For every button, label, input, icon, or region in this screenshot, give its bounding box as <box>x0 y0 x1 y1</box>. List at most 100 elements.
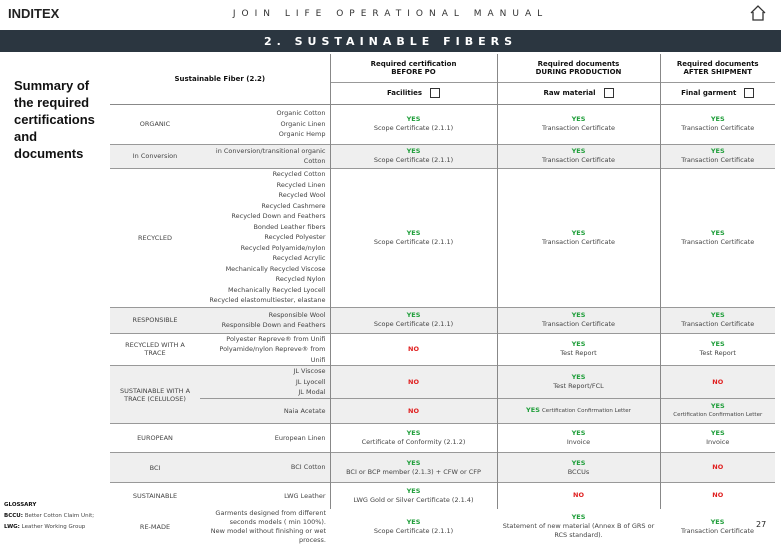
fiber: Recycled Acrylic <box>272 254 326 263</box>
status: NO <box>408 344 419 353</box>
status-cell: YES Certification Confirmation Letter <box>496 398 660 424</box>
fiber: Bonded Leather fibers <box>253 222 326 231</box>
status-cell: YES Scope Certificate (2.1.1) <box>329 143 497 168</box>
status-text: Transaction Certificate <box>681 320 755 328</box>
table-row: SUSTAINABLE LWG Leather YES LWG Gold or Sil… <box>110 482 775 509</box>
category-cell: SUSTAINABLE WITH A TRACE (CELULOSE) <box>110 365 200 424</box>
category-cell: RESPONSIBLE <box>110 306 200 333</box>
status-text: Transaction Certificate <box>541 237 615 246</box>
status-cell: YES Transaction Certificate <box>659 143 775 168</box>
fiber: Organic Hemp <box>278 130 326 139</box>
section-title: 2. SUSTAINABLE FIBERS <box>263 35 518 48</box>
status-cell: NO <box>329 332 497 366</box>
status-cell: YES Invoice <box>496 423 660 453</box>
fiber: Naia Acetate <box>283 406 326 415</box>
status-cell: YES Test Report <box>496 332 660 366</box>
subheader-text: Final garment <box>681 89 737 97</box>
status-text: Invoice <box>706 438 730 446</box>
status: YES <box>571 429 586 437</box>
category: BCI <box>149 463 161 472</box>
status: YES <box>406 311 421 319</box>
status: YES <box>406 228 421 237</box>
status-cell: YES Scope Certificate (2.1.1) <box>329 103 497 144</box>
status-cell: YES Scope Certificate (2.1.1) <box>329 306 497 333</box>
status: YES <box>406 115 421 123</box>
status: YES <box>526 406 540 414</box>
status-cell: YES BCCUs <box>496 452 660 483</box>
header-subtitle: AFTER SHIPMENT <box>683 67 753 76</box>
status: YES <box>406 486 421 495</box>
status: NO <box>712 491 724 500</box>
fiber-cell: Naia Acetate <box>200 398 330 424</box>
category: RESPONSIBLE <box>132 316 178 324</box>
status-text: Test Report <box>699 349 736 358</box>
fiber: Recycled Nylon <box>275 275 326 284</box>
fiber: JL Viscose <box>293 367 326 376</box>
status-cell: YES Transaction Certificate <box>659 306 775 333</box>
category: In Conversion <box>132 152 178 160</box>
category: ORGANIC <box>139 120 171 128</box>
status-text: Certification Confirmation Letter <box>673 412 763 418</box>
status: YES <box>571 115 586 123</box>
glossary-def: Better Cotton Claim Unit; <box>24 513 95 519</box>
status-text: Transaction Certificate <box>541 124 615 132</box>
table-row: BCI BCI Cotton YES BCI or BCP member (2.1.3… <box>110 452 775 483</box>
fiber-cell: Garments designed from different seconds… <box>200 509 330 545</box>
facility-icon <box>430 88 441 98</box>
status: YES <box>571 373 586 381</box>
status-text: LWG Gold or Silver Certificate (2.1.4) <box>353 495 474 504</box>
fiber: European Linen <box>274 433 326 442</box>
status-text: Statement of new material (Annex B of GR… <box>502 522 655 539</box>
category: RECYCLED WITH A TRACE <box>125 341 185 358</box>
status-text: Invoice <box>566 438 591 446</box>
status-cell: YES BCI or BCP member (2.1.3) + CFW or CF… <box>329 452 497 483</box>
status: YES <box>710 340 725 349</box>
category-cell: In Conversion <box>110 143 200 168</box>
glossary-title: GLOSSARY <box>4 500 94 511</box>
status-text: Transaction Certificate <box>681 237 755 246</box>
status: YES <box>406 429 421 437</box>
category-cell: EUROPEAN <box>110 423 200 453</box>
status-text: Scope Certificate (2.1.1) <box>373 526 454 535</box>
fiber: Recycled Polyester <box>264 233 326 242</box>
status-text: Certification Confirmation Letter <box>541 408 631 414</box>
fiber: Polyester Repreve® from Unifi <box>226 334 326 343</box>
subheader-cell: Raw material <box>496 81 660 105</box>
fiber: Mechanically Recycled Lyocell <box>227 285 326 294</box>
fiber: BCI Cotton <box>290 463 326 472</box>
header-cell: Required documents AFTER SHIPMENT <box>659 54 775 82</box>
status: YES <box>710 517 725 526</box>
subheader-text: Raw material <box>543 89 596 97</box>
fiber: LWG Leather <box>284 491 326 500</box>
check-icon <box>603 88 614 98</box>
fiber: Organic Cotton <box>276 109 326 118</box>
fiber: JL Lyocell <box>295 377 326 386</box>
subheader-cell: Final garment <box>659 81 775 105</box>
status-text: Scope Certificate (2.1.1) <box>373 124 454 132</box>
fiber: Polyamide/nylon Repreve® from Unifi <box>219 345 326 364</box>
fiber-cell: Organic Cotton Organic Linen Organic Hemp <box>200 103 330 144</box>
status-cell: YES LWG Gold or Silver Certificate (2.1.4… <box>329 482 497 509</box>
status: YES <box>571 147 586 155</box>
status: YES <box>571 513 586 521</box>
status-text: Scope Certificate (2.1.1) <box>373 320 454 328</box>
brand: INDITEX <box>8 6 60 21</box>
status-text: Transaction Certificate <box>681 124 755 132</box>
category-cell: BCI <box>110 452 200 483</box>
glossary-item: LWG: Leather Working Group <box>4 522 94 533</box>
fiber-cell: in Conversion/transitional organic Cotto… <box>200 143 330 168</box>
status: YES <box>710 402 725 410</box>
table-row: EUROPEAN European Linen YES Certificate of … <box>110 423 775 453</box>
table-row: RE-MADE Garments designed from different … <box>110 509 775 545</box>
status: YES <box>710 115 725 123</box>
status: NO <box>408 377 419 386</box>
glossary-def: Leather Working Group <box>21 524 86 530</box>
home-icon[interactable] <box>749 4 767 22</box>
manual-title: JOIN LIFE OPERATIONAL MANUAL <box>232 9 549 19</box>
category: SUSTAINABLE WITH A TRACE (CELULOSE) <box>119 386 191 403</box>
status-cell: YES Transaction Certificate <box>660 509 775 545</box>
status: YES <box>406 147 421 155</box>
header-title: Sustainable Fiber (2.2) <box>174 74 266 83</box>
table-row: SUSTAINABLE WITH A TRACE (CELULOSE) JL Vi… <box>110 365 775 424</box>
status: YES <box>710 429 725 437</box>
